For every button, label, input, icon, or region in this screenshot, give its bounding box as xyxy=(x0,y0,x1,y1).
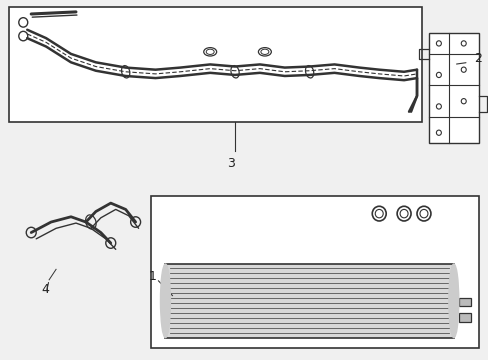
Ellipse shape xyxy=(160,264,170,338)
Text: 1: 1 xyxy=(148,270,156,283)
Bar xyxy=(165,264,453,338)
FancyBboxPatch shape xyxy=(428,33,478,143)
Bar xyxy=(458,298,470,306)
Bar xyxy=(458,314,470,322)
Ellipse shape xyxy=(448,264,458,338)
Text: 2: 2 xyxy=(473,52,481,65)
Text: 3: 3 xyxy=(226,157,235,170)
FancyBboxPatch shape xyxy=(150,196,478,348)
FancyBboxPatch shape xyxy=(9,6,421,122)
Text: 4: 4 xyxy=(41,283,49,297)
